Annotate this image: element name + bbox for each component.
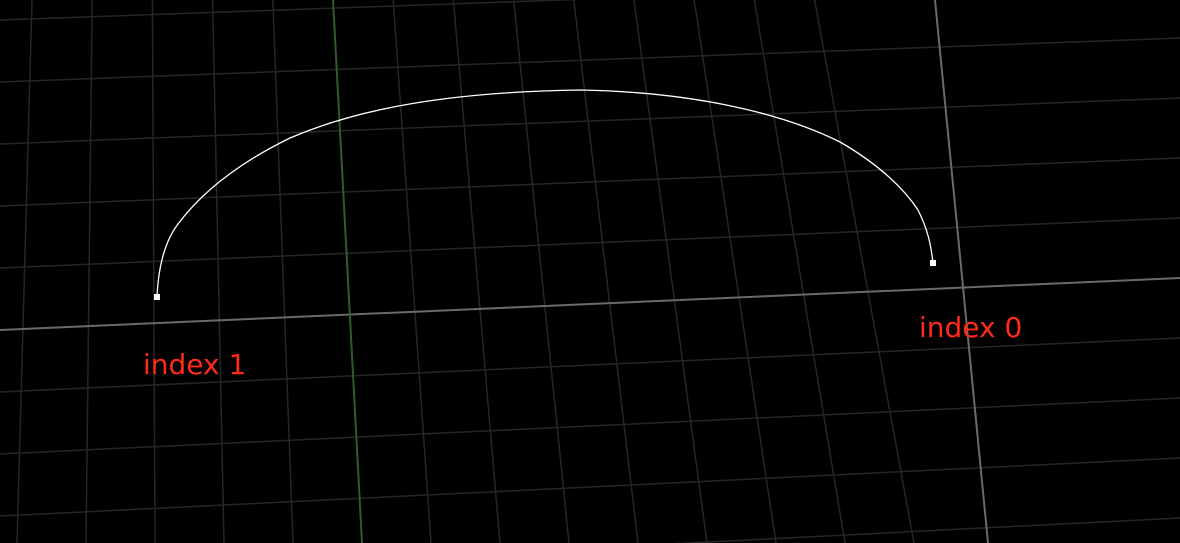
- grid-line: [151, 0, 156, 543]
- grid-line: [813, 0, 915, 543]
- grid-line: [0, 157, 1180, 207]
- grid-line: [633, 0, 708, 543]
- grid-line: [0, 97, 1180, 145]
- grid-line: [693, 0, 777, 543]
- grid-line: [0, 37, 1180, 83]
- grid-line: [452, 0, 501, 543]
- grid-line: [392, 0, 432, 543]
- grid-line: [0, 217, 1180, 269]
- grid-line: [753, 0, 846, 543]
- grid-line: [85, 0, 93, 543]
- axis-line: [934, 0, 989, 543]
- control-point[interactable]: [930, 260, 936, 266]
- grid-line: [272, 0, 294, 543]
- grid-line: [0, 457, 1180, 517]
- grid-line: [0, 397, 1180, 455]
- label: index 1: [143, 348, 246, 381]
- curve: [156, 89, 934, 298]
- grid-line: [0, 0, 583, 21]
- x-axis-line: [0, 277, 1180, 331]
- grid-line: [512, 0, 570, 543]
- grid-line: [0, 337, 1180, 393]
- label: index 0: [919, 311, 1022, 344]
- grid-line: [673, 517, 1180, 543]
- green-axis-line: [332, 0, 363, 543]
- control-point[interactable]: [154, 294, 160, 300]
- grid-line: [211, 0, 225, 543]
